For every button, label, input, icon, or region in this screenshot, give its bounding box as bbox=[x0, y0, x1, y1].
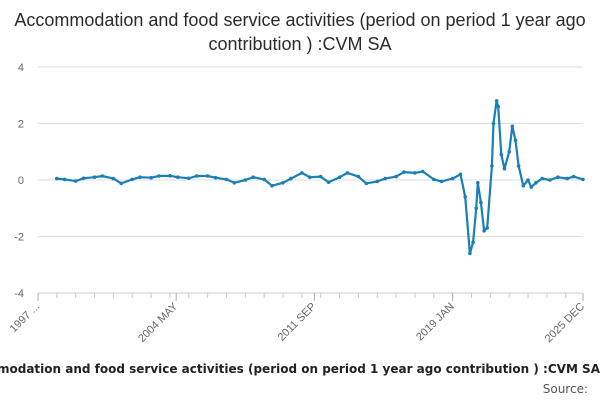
data-point bbox=[502, 166, 507, 171]
x-tick-label: 2025 DEC bbox=[543, 301, 587, 345]
chart-title: Accommodation and food service activitie… bbox=[14, 10, 586, 54]
data-point bbox=[281, 181, 285, 185]
data-point bbox=[471, 240, 475, 244]
data-point bbox=[111, 176, 116, 181]
data-point bbox=[491, 121, 496, 126]
data-point bbox=[187, 176, 191, 181]
data-point bbox=[548, 178, 552, 182]
y-axis-ticks: 4 2 0 -2 -4 bbox=[14, 62, 24, 300]
data-point bbox=[157, 174, 161, 178]
data-point bbox=[494, 99, 499, 103]
x-axis: 1997 ... 2004 MAY 2011 SEP 2019 JAN 2025 DEC bbox=[8, 292, 587, 345]
data-point bbox=[168, 174, 172, 178]
data-point bbox=[479, 200, 483, 205]
data-point bbox=[383, 176, 387, 181]
gridlines bbox=[38, 66, 583, 294]
data-point bbox=[516, 164, 521, 168]
y-tick-label: 4 bbox=[18, 62, 24, 74]
data-point bbox=[364, 181, 369, 186]
data-point bbox=[337, 175, 342, 179]
y-tick-label: 2 bbox=[18, 119, 24, 131]
data-point bbox=[394, 174, 398, 179]
data-point bbox=[289, 176, 293, 181]
y-tick-label: 0 bbox=[18, 175, 24, 187]
data-point bbox=[526, 178, 530, 182]
series-line bbox=[56, 99, 584, 255]
data-point bbox=[496, 104, 501, 109]
data-point bbox=[262, 177, 267, 182]
data-point bbox=[356, 174, 361, 179]
data-point bbox=[529, 185, 533, 189]
data-point bbox=[571, 174, 576, 179]
data-point bbox=[540, 176, 544, 181]
data-point bbox=[205, 174, 210, 178]
data-point bbox=[581, 177, 585, 182]
data-point bbox=[100, 174, 105, 178]
data-point bbox=[490, 164, 494, 168]
chart-caption: Accommodation and food service activitie… bbox=[0, 362, 600, 376]
data-point bbox=[421, 169, 425, 174]
data-point bbox=[485, 226, 490, 230]
data-point bbox=[232, 181, 237, 185]
data-point bbox=[534, 181, 538, 185]
data-point bbox=[513, 138, 518, 143]
data-point bbox=[565, 176, 570, 181]
data-point bbox=[73, 179, 78, 183]
data-point bbox=[556, 175, 560, 179]
x-tick-label: 2004 MAY bbox=[136, 300, 181, 345]
data-point bbox=[251, 175, 255, 179]
data-point bbox=[326, 180, 331, 185]
data-point bbox=[307, 175, 312, 179]
data-point bbox=[468, 251, 472, 256]
y-tick-label: -4 bbox=[14, 288, 24, 300]
x-tick-label: 1997 ... bbox=[8, 301, 42, 335]
data-point bbox=[194, 174, 199, 178]
data-point bbox=[176, 175, 180, 179]
source-label: Source: bbox=[542, 382, 588, 396]
data-point bbox=[92, 175, 97, 179]
data-point bbox=[474, 206, 479, 211]
data-point bbox=[345, 171, 350, 175]
data-point bbox=[224, 177, 229, 182]
data-point bbox=[482, 229, 486, 233]
data-point bbox=[499, 152, 504, 157]
x-tick-label: 2019 JAN bbox=[414, 301, 457, 344]
data-point bbox=[476, 181, 480, 185]
data-point bbox=[130, 177, 134, 182]
data-point bbox=[439, 179, 444, 184]
data-point bbox=[432, 177, 436, 182]
data-point bbox=[81, 176, 86, 181]
data-point bbox=[55, 176, 59, 181]
data-point bbox=[62, 177, 67, 182]
data-point bbox=[300, 171, 304, 175]
data-point bbox=[521, 183, 526, 188]
data-point bbox=[149, 175, 153, 180]
data-point bbox=[119, 181, 123, 186]
data-point bbox=[463, 195, 468, 199]
data-point bbox=[510, 124, 515, 129]
data-point bbox=[243, 178, 248, 182]
data-point bbox=[213, 175, 218, 180]
data-point bbox=[413, 171, 417, 175]
data-point bbox=[270, 183, 274, 188]
data-point bbox=[507, 150, 512, 154]
data-point bbox=[450, 176, 455, 181]
data-point bbox=[375, 179, 380, 184]
x-tick-label: 2011 SEP bbox=[276, 301, 319, 344]
data-point bbox=[458, 172, 463, 177]
data-point bbox=[402, 170, 406, 174]
data-point bbox=[138, 175, 142, 179]
data-point bbox=[318, 174, 323, 179]
y-tick-label: -2 bbox=[14, 232, 24, 244]
series-group bbox=[55, 99, 585, 256]
